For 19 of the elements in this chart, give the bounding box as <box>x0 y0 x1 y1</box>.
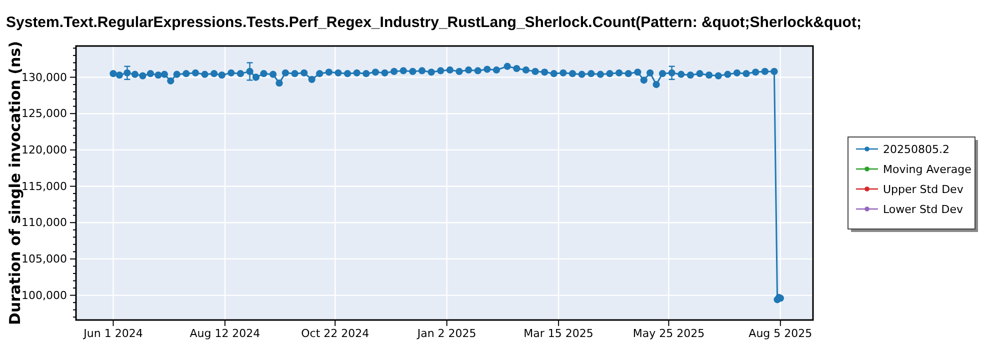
x-tick-label: Oct 22 2024 <box>301 326 370 340</box>
y-tick-label: 125,000 <box>22 107 67 120</box>
x-tick-label: Jan 2 2025 <box>416 326 476 340</box>
x-tick-label: Jun 1 2024 <box>82 326 143 340</box>
x-tick-label: Aug 12 2024 <box>190 326 260 340</box>
legend-label: 20250805.2 <box>883 143 950 156</box>
x-tick-label: Aug 5 2025 <box>748 326 812 340</box>
y-tick-label: 110,000 <box>22 216 67 230</box>
y-tick-label: 100,000 <box>22 288 67 302</box>
legend-label: Moving Average <box>883 163 972 176</box>
y-tick-label: 120,000 <box>22 143 67 156</box>
y-tick-label: 130,000 <box>22 70 67 84</box>
legend-label: Upper Std Dev <box>883 183 964 196</box>
chart-title: System.Text.RegularExpressions.Tests.Perf_Regex_Industry_RustLang_Sherlock.Count(Pattern: &quot;Sherlock&quot; <box>6 14 862 31</box>
x-tick-label: Mar 15 2025 <box>524 326 594 340</box>
x-tick-label: May 25 2025 <box>632 326 705 340</box>
legend-label: Lower Std Dev <box>883 203 964 216</box>
y-tick-label: 105,000 <box>22 252 67 266</box>
y-axis-title: Duration of single invocation (ns) <box>6 41 24 325</box>
